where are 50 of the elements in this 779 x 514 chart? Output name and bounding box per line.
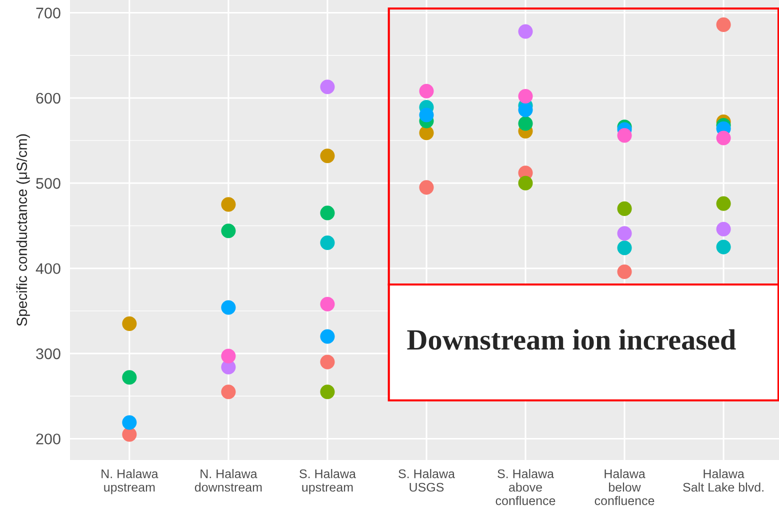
x-tick-label: S. Halawa upstream <box>300 469 356 494</box>
point <box>518 24 533 39</box>
y-tick-label: 500 <box>36 178 60 189</box>
point <box>518 116 533 131</box>
point <box>617 240 632 256</box>
point <box>221 300 236 315</box>
point <box>320 354 335 370</box>
point <box>716 17 731 32</box>
point <box>419 84 434 98</box>
x-tick-label: N. Halawa downstream <box>194 469 262 492</box>
point <box>518 88 533 104</box>
y-tick-label: 200 <box>36 434 60 444</box>
point <box>716 130 731 146</box>
point <box>518 176 533 190</box>
point <box>617 128 632 143</box>
point <box>320 148 335 164</box>
point <box>716 222 731 236</box>
x-tick-label: Halawa Salt Lake blvd. <box>683 469 764 492</box>
point <box>122 427 137 442</box>
point <box>419 180 434 195</box>
y-tick-label: 600 <box>36 92 60 104</box>
point <box>617 226 632 241</box>
point <box>419 108 434 122</box>
point <box>320 235 335 250</box>
point <box>320 80 335 94</box>
y-tick-label: 400 <box>36 263 60 274</box>
annotation: Downstream ion increased <box>407 329 736 350</box>
point <box>617 201 632 216</box>
point <box>122 370 137 385</box>
point <box>122 316 137 331</box>
point <box>221 348 236 364</box>
x-tick-label: N. Halawa upstream <box>102 469 158 494</box>
y-tick-label: 300 <box>36 348 60 360</box>
point <box>221 197 236 212</box>
point <box>518 102 533 118</box>
point <box>716 196 731 211</box>
point <box>221 384 236 400</box>
x-tick-label: Halawa below confluence <box>594 469 654 506</box>
x-tick-label: S. Halawa above confluence <box>496 469 556 506</box>
x-tick-label: S. Halawa USGS <box>398 469 455 492</box>
point <box>320 329 335 344</box>
point <box>320 206 335 220</box>
y-axis-title: Specific conductance (μS/cm) <box>16 134 30 326</box>
point <box>617 264 632 280</box>
point <box>320 384 335 400</box>
point <box>122 415 137 430</box>
point <box>716 240 731 254</box>
point <box>221 224 236 238</box>
y-tick-label: 700 <box>36 8 60 18</box>
point <box>320 296 335 312</box>
